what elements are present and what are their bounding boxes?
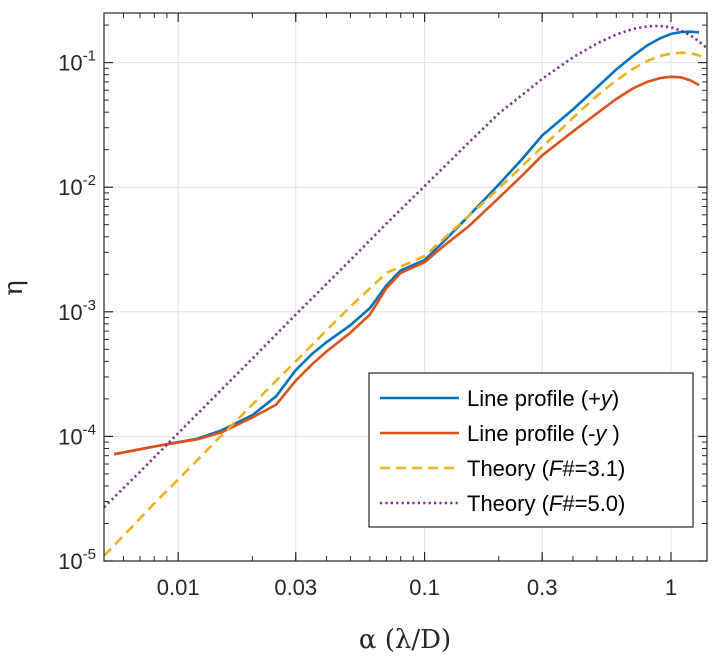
axis-ticks bbox=[103, 13, 707, 562]
y-tick-label: 10-5 bbox=[58, 546, 96, 574]
legend-label-1: Line profile (+y) bbox=[467, 386, 619, 411]
series-layer bbox=[104, 24, 707, 557]
plot-frame bbox=[103, 12, 708, 562]
x-tick-label: 0.03 bbox=[274, 575, 317, 600]
y-tick-labels: 10-5 10-4 10-3 10-2 10-1 bbox=[58, 48, 96, 574]
x-tick-labels: 0.01 0.03 0.1 0.3 1 bbox=[157, 575, 677, 600]
y-tick-label: 10-3 bbox=[58, 297, 96, 325]
y-tick-label: 10-2 bbox=[58, 172, 96, 200]
x-axis-label: α (λ/D) bbox=[359, 625, 451, 655]
x-tick-label: 0.3 bbox=[527, 575, 558, 600]
legend-label-3: Theory (F#=3.1) bbox=[467, 456, 625, 481]
x-tick-label: 1 bbox=[665, 575, 677, 600]
series-line-1 bbox=[113, 30, 700, 456]
legend-label-4: Theory (F#=5.0) bbox=[467, 491, 625, 516]
series-line-4 bbox=[104, 24, 707, 509]
y-axis-label: η bbox=[0, 280, 29, 296]
series-line-3 bbox=[104, 51, 707, 557]
legend: Line profile (+y) Line profile (-y ) Theor… bbox=[368, 372, 694, 528]
x-tick-label: 0.01 bbox=[157, 575, 200, 600]
legend-label-2: Line profile (-y ) bbox=[467, 421, 620, 446]
y-tick-label: 10-4 bbox=[58, 421, 96, 449]
x-tick-label: 0.1 bbox=[409, 575, 440, 600]
series-line-2 bbox=[113, 75, 700, 456]
y-tick-label: 10-1 bbox=[58, 48, 96, 76]
